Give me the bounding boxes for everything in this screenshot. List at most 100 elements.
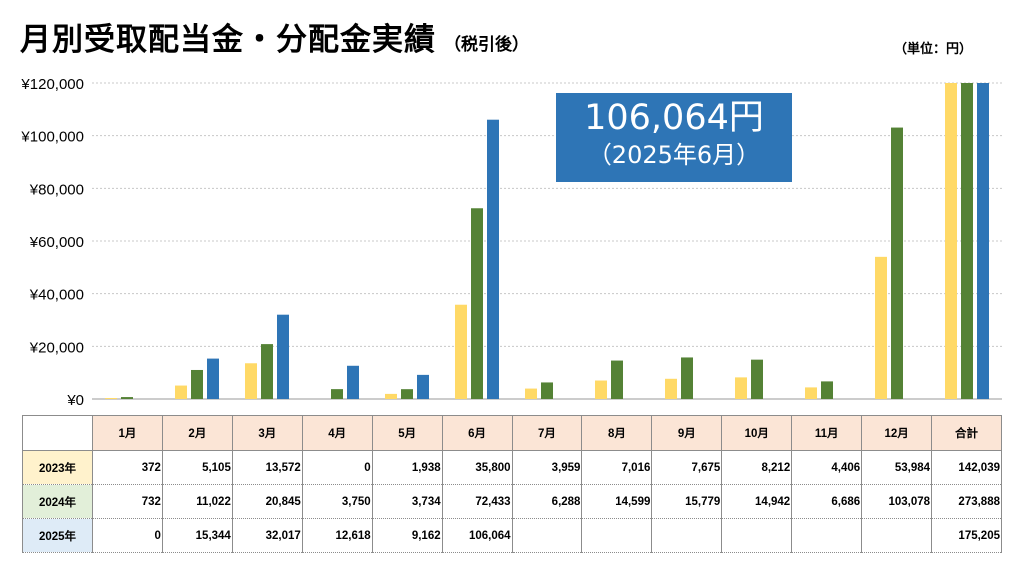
column-header: 6月 [441,415,513,451]
table-cell: 175,205 [931,518,1002,553]
table-cell [581,518,653,553]
table-cell: 372 [92,450,163,485]
row-label: 2023年 [22,450,93,485]
bar [735,377,747,399]
table-cell: 15,344 [161,518,233,553]
bar [541,382,553,399]
bar [875,256,887,399]
y-tick-label: ¥80,000 [29,181,84,198]
column-header: 11月 [791,415,863,451]
bar [401,389,413,399]
y-tick-label: ¥40,000 [29,287,84,304]
table-row: 2024年 732 11,022 20,845 3,750 3,734 72,433 6,28… [22,484,1002,519]
table-cell: 6,288 [511,484,583,519]
y-tick-label: ¥100,000 [20,129,84,146]
table-cell: 13,572 [231,450,303,485]
bar [261,344,273,399]
table-cell [651,518,723,553]
table-cell: 0 [301,450,373,485]
table-cell: 7,675 [651,450,723,485]
table-cell: 0 [92,518,163,553]
table-cell: 11,022 [161,484,233,519]
bar [821,381,833,399]
table-cell: 4,406 [791,450,863,485]
bar [105,398,117,399]
bar [945,83,957,399]
column-header: 8月 [581,415,653,451]
column-header: 1月 [92,415,163,451]
bar [191,369,203,399]
table-cell: 20,845 [231,484,303,519]
bar [961,83,973,399]
data-table: 1月 2月 3月 4月 5月 6月 7月 8月 9月 10月 11月 12月 合計 2023年 372 5,1… [22,415,1002,553]
table-cell: 6,686 [791,484,863,519]
bar [611,360,623,399]
callout-period: （2025年6月） [587,141,761,169]
bar [245,363,257,399]
bar [455,304,467,399]
table-cell: 14,942 [721,484,793,519]
table-cell: 273,888 [931,484,1002,519]
callout-amount: 106,064円 [584,98,764,138]
table-cell: 15,779 [651,484,723,519]
column-header: 2月 [161,415,233,451]
table-corner-cell [22,415,93,451]
table-cell: 5,105 [161,450,233,485]
bar [347,365,359,399]
table-row: 2023年 372 5,105 13,572 0 1,938 35,800 3,959 7,01… [22,450,1002,485]
table-cell [721,518,793,553]
chart-title: 月別受取配当金・分配金実績 （税引後） [20,14,529,59]
column-header: 10月 [721,415,793,451]
bar [665,378,677,399]
column-header: 12月 [861,415,933,451]
table-cell: 32,017 [231,518,303,553]
row-label: 2024年 [22,484,93,519]
bar [595,380,607,399]
table-cell [791,518,863,553]
column-header: 3月 [231,415,303,451]
table-cell: 3,959 [511,450,583,485]
table-cell: 142,039 [931,450,1002,485]
bar [207,358,219,399]
unit-note: （単位：円） [893,42,972,57]
table-cell: 732 [92,484,163,519]
column-header: 4月 [301,415,373,451]
column-header: 5月 [371,415,443,451]
bar [175,385,187,399]
table-header-row: 1月 2月 3月 4月 5月 6月 7月 8月 9月 10月 11月 12月 合計 [22,415,1002,451]
table-cell: 7,016 [581,450,653,485]
table-cell: 8,212 [721,450,793,485]
y-tick-label: ¥20,000 [29,339,84,356]
bar [891,127,903,399]
table-cell: 35,800 [441,450,513,485]
row-label: 2025年 [22,518,93,553]
y-tick-label: ¥120,000 [20,76,84,93]
bar-chart: ¥0 ¥20,000 ¥40,000 ¥60,000 ¥80,000 ¥100,000 ¥1… [20,76,1002,409]
bar [417,374,429,399]
bar [977,83,989,399]
table-row: 2025年 0 15,344 32,017 12,618 9,162 106,064 175,… [22,518,1002,553]
column-header: 9月 [651,415,723,451]
table-cell: 3,734 [371,484,443,519]
bar [681,357,693,399]
title-main: 月別受取配当金・分配金実績 [20,22,436,58]
table-cell: 12,618 [301,518,373,553]
title-subtitle: （税引後） [444,35,529,55]
table-cell: 9,162 [371,518,443,553]
bar [487,119,499,400]
bar [751,359,763,399]
table-cell [861,518,933,553]
table-cell: 72,433 [441,484,513,519]
bar [525,388,537,399]
bar [385,393,397,399]
table-cell: 1,938 [371,450,443,485]
bar [805,387,817,399]
table-cell: 103,078 [861,484,933,519]
bar [277,314,289,399]
highlight-callout: 106,064円 （2025年6月） [556,93,792,182]
column-header: 合計 [931,415,1002,451]
bar [331,389,343,399]
table-cell: 3,750 [301,484,373,519]
column-header: 7月 [511,415,583,451]
bar [471,208,483,399]
